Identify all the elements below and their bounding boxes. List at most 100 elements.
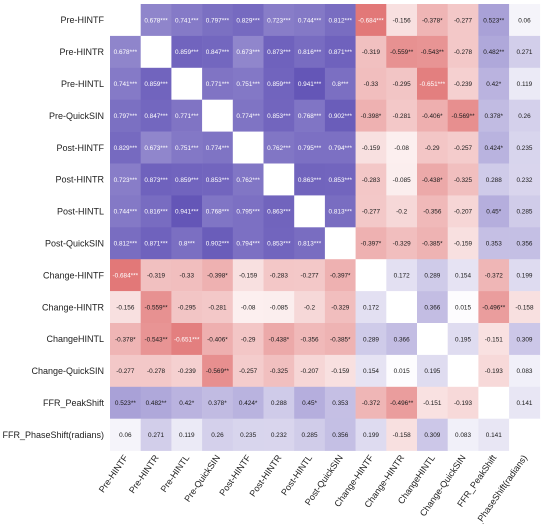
- heatmap-cell: [324, 99, 356, 132]
- cell-value-label: -0.325: [454, 177, 473, 184]
- heatmap-cell: [140, 195, 172, 228]
- heatmap-cell: [263, 35, 295, 69]
- heatmap-cell: [294, 4, 326, 37]
- heatmap-cell: [509, 418, 541, 451]
- cell-value-label: 0.673***: [236, 49, 260, 56]
- cell-value-label: 0.42*: [179, 400, 194, 407]
- cell-value-label: -0.277: [300, 272, 319, 279]
- cell-value-label: 0.768***: [298, 113, 322, 120]
- y-tick-label: Post-HINTL: [57, 207, 104, 217]
- cell-value-label: -0.438*: [269, 336, 290, 343]
- heatmap-cell: [447, 35, 479, 69]
- heatmap-cell: [294, 35, 326, 69]
- heatmap-cell: [324, 227, 356, 260]
- heatmap-cell: [232, 227, 264, 260]
- heatmap-cell: [202, 67, 234, 100]
- cell-value-label: 0.673***: [144, 145, 168, 152]
- heatmap-cell: [386, 227, 418, 260]
- cell-value-label: -0.295: [178, 304, 197, 311]
- x-tick-label: Pre-HINTR: [127, 453, 161, 496]
- cell-value-label: 0.871***: [144, 241, 168, 248]
- cell-value-label: -0.085: [270, 304, 289, 311]
- cell-value-label: -0.156: [116, 304, 135, 311]
- cell-value-label: -0.684***: [113, 272, 139, 279]
- heatmap-cell: [294, 418, 326, 451]
- cell-value-label: -0.159: [331, 368, 350, 375]
- heatmap-cell: [232, 67, 264, 100]
- cell-value-label: 0.873***: [267, 49, 291, 56]
- cell-value-label: 0.26: [211, 432, 224, 439]
- cell-value-label: 0.271: [516, 49, 532, 56]
- heatmap-cell: [324, 67, 356, 100]
- heatmap-cell: [447, 163, 479, 196]
- cell-value-label: 0.195: [424, 368, 440, 375]
- cell-value-label: 0.232: [271, 432, 287, 439]
- cell-value-label: -0.193: [454, 400, 473, 407]
- heatmap-cell: [140, 291, 172, 324]
- cell-value-label: 0.813***: [329, 209, 353, 216]
- heatmap-cell: [110, 195, 141, 228]
- cell-value-label: 0.853***: [267, 241, 291, 248]
- heatmap-cell: [171, 99, 203, 132]
- heatmap-cell: [324, 131, 356, 164]
- heatmap-cell: [355, 4, 387, 37]
- cell-value-label: 0.744***: [298, 17, 322, 24]
- heatmap-cell: [386, 131, 418, 164]
- cell-value-label: -0.385*: [330, 336, 351, 343]
- heatmap-cell: [140, 99, 172, 132]
- heatmap-cell: [294, 99, 326, 132]
- cell-value-label: 0.813***: [298, 241, 322, 248]
- heatmap-cell: [417, 35, 448, 69]
- cell-value-label: 0.771***: [175, 113, 199, 120]
- heatmap-cell: [447, 291, 479, 324]
- cell-value-label: -0.559**: [144, 304, 168, 311]
- cell-value-label: -0.159: [454, 241, 473, 248]
- heatmap-cell: [202, 291, 234, 324]
- x-tick-label: Post-HINTL: [279, 453, 314, 497]
- heatmap-cell: [386, 163, 418, 196]
- cell-value-label: 0.794***: [329, 145, 353, 152]
- cell-value-label: 0.859***: [144, 81, 168, 88]
- heatmap-cell: [355, 163, 387, 196]
- cell-value-label: 0.271: [148, 432, 164, 439]
- y-tick-label: FFR_PeakShift: [43, 398, 105, 408]
- heatmap-cell: [324, 386, 356, 419]
- cell-value-label: 0.8***: [179, 241, 196, 248]
- heatmap-cell: [140, 35, 172, 69]
- cell-value-label: -0.496**: [390, 400, 414, 407]
- cell-value-label: 0.424*: [485, 145, 504, 152]
- y-axis-labels: Pre-HINTF Pre-HINTR Pre-HINTL Pre-QuickSIN P…: [2, 15, 104, 440]
- heatmap-cell: [171, 291, 203, 324]
- cell-value-label: 0.015: [394, 368, 410, 375]
- heatmap-cell: [355, 227, 387, 260]
- cell-value-label: 0.285: [302, 432, 318, 439]
- cell-value-label: 0.424*: [239, 400, 258, 407]
- cell-value-label: -0.406*: [207, 336, 228, 343]
- heatmap-cell: [202, 35, 234, 69]
- heatmap-cell: [140, 259, 172, 292]
- cell-value-label: 0.172: [394, 272, 410, 279]
- heatmap-cell: [509, 354, 541, 388]
- heatmap-cell: [417, 291, 448, 324]
- heatmap-cell: [140, 131, 172, 164]
- cell-value-label: 0.795***: [236, 209, 260, 216]
- heatmap-cell: [232, 131, 264, 164]
- heatmap-cell: [171, 227, 203, 260]
- heatmap-cell: [110, 354, 141, 388]
- cell-value-label: -0.372: [362, 400, 381, 407]
- heatmap-cell: [447, 323, 479, 356]
- heatmap-cell: [509, 131, 541, 164]
- cell-value-label: -0.398*: [207, 272, 228, 279]
- heatmap-cell: [355, 354, 387, 388]
- heatmap-cell: [171, 195, 203, 228]
- heatmap-cell: [355, 67, 387, 100]
- heatmap-cell: [447, 354, 479, 388]
- heatmap-cell: [294, 195, 326, 228]
- cell-value-label: 0.378*: [485, 113, 504, 120]
- cell-value-label: 0.859***: [267, 81, 291, 88]
- heatmap-cell: [171, 354, 203, 388]
- heatmap-cell: [386, 67, 418, 100]
- cell-value-label: -0.651***: [420, 81, 446, 88]
- cell-value-label: 0.941***: [298, 81, 322, 88]
